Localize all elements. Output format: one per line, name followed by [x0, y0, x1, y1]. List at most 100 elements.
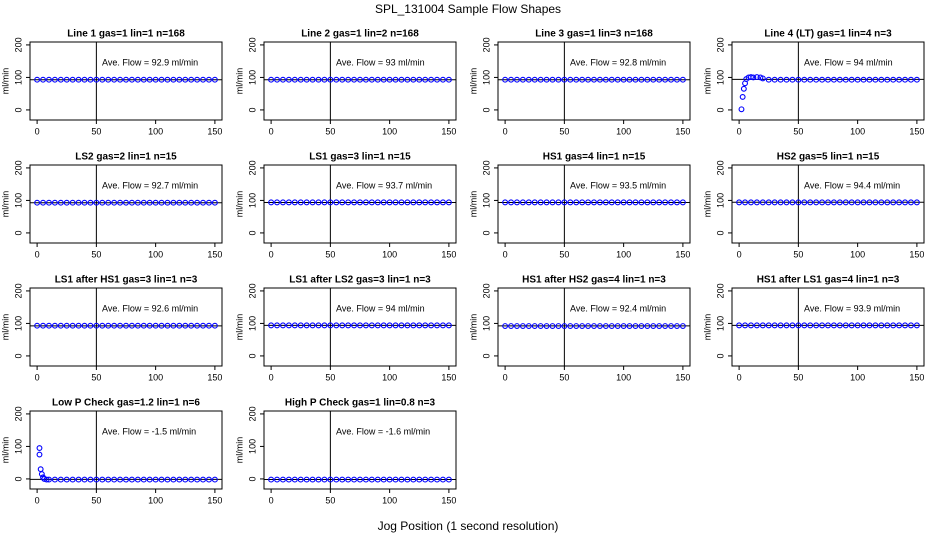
- x-tick-label: 100: [148, 495, 163, 505]
- point: [75, 476, 82, 483]
- y-tick-label: 100: [247, 316, 257, 331]
- point: [679, 199, 686, 206]
- x-axis-label: Jog Position (1 second resolution): [378, 519, 559, 533]
- point: [345, 76, 352, 83]
- y-tick-label: 200: [715, 160, 725, 175]
- point: [561, 199, 568, 206]
- point: [656, 199, 663, 206]
- point: [285, 476, 292, 483]
- point: [573, 323, 580, 329]
- point: [57, 199, 64, 206]
- annotation: Ave. Flow = 94.4 ml/min: [804, 180, 900, 190]
- point: [57, 476, 64, 483]
- point: [410, 76, 417, 83]
- point: [374, 76, 381, 83]
- x-tick-label: 150: [441, 372, 456, 382]
- point: [632, 76, 639, 83]
- x-tick-label: 0: [737, 249, 742, 259]
- y-tick-label: 100: [13, 316, 23, 331]
- point: [759, 75, 766, 82]
- y-tick-label: 200: [481, 283, 491, 298]
- point: [765, 76, 772, 83]
- point: [357, 76, 363, 83]
- point: [123, 76, 129, 83]
- point: [309, 476, 316, 483]
- point: [51, 322, 58, 329]
- point: [626, 199, 633, 206]
- point: [75, 199, 82, 206]
- point: [410, 322, 417, 329]
- point: [63, 76, 70, 83]
- point: [428, 76, 435, 83]
- point: [268, 199, 275, 206]
- point: [632, 323, 639, 329]
- x-tick-label: 50: [91, 372, 101, 382]
- x-tick-label: 150: [909, 249, 924, 259]
- point: [644, 323, 651, 329]
- point: [878, 322, 885, 329]
- point: [807, 322, 814, 329]
- point: [753, 199, 760, 206]
- y-tick-label: 100: [247, 439, 257, 454]
- point: [303, 199, 310, 206]
- y-axis-label: ml/min: [0, 191, 10, 218]
- point: [801, 76, 808, 83]
- point: [908, 322, 914, 329]
- point: [194, 199, 201, 206]
- x-tick-label: 50: [325, 495, 335, 505]
- point: [69, 199, 76, 206]
- point: [51, 476, 58, 483]
- point: [368, 199, 375, 206]
- point: [608, 199, 615, 206]
- x-tick-label: 0: [269, 249, 274, 259]
- point: [87, 322, 94, 329]
- point: [783, 199, 790, 206]
- y-tick-label: 200: [247, 37, 257, 52]
- point: [848, 76, 855, 83]
- point: [75, 322, 82, 329]
- point: [902, 76, 908, 83]
- point: [742, 199, 748, 206]
- plot-frame: [497, 287, 691, 367]
- point: [567, 199, 574, 206]
- point: [819, 199, 826, 206]
- point: [620, 76, 627, 83]
- panel: HS1 after LS1 gas=4 lin=1 n=3 0 50 100 150 0 1…: [702, 275, 925, 382]
- point: [591, 323, 597, 329]
- panel-title: Line 3 gas=1 lin=3 n=168: [535, 29, 653, 40]
- point: [176, 76, 183, 83]
- point: [813, 322, 820, 329]
- x-tick-label: 0: [503, 126, 508, 136]
- point: [392, 199, 399, 206]
- point: [872, 322, 879, 329]
- point: [508, 199, 514, 206]
- point: [739, 93, 746, 100]
- point: [561, 76, 568, 83]
- point: [111, 322, 118, 329]
- point: [134, 199, 141, 206]
- point: [626, 76, 633, 83]
- x-tick-label: 150: [441, 126, 456, 136]
- point: [614, 76, 621, 83]
- point: [158, 322, 165, 329]
- point: [579, 199, 586, 206]
- point: [176, 322, 183, 329]
- point: [170, 199, 177, 206]
- point: [211, 199, 218, 206]
- panel: Line 2 gas=1 lin=2 n=168 0 50 100 150 0 100 200…: [234, 29, 457, 136]
- point: [315, 76, 322, 83]
- point: [351, 322, 358, 329]
- point: [140, 76, 147, 83]
- point: [285, 322, 292, 329]
- point: [740, 85, 747, 92]
- x-tick-label: 150: [207, 249, 222, 259]
- y-tick-label: 200: [247, 160, 257, 175]
- point: [152, 476, 159, 483]
- point: [872, 76, 879, 83]
- point: [206, 322, 212, 329]
- panel: High P Check gas=1 lin=0.8 n=3 0 50 100 150 0…: [234, 398, 457, 505]
- y-tick-label: 0: [481, 353, 491, 358]
- point: [866, 199, 873, 206]
- point: [795, 322, 802, 329]
- x-tick-label: 50: [793, 126, 803, 136]
